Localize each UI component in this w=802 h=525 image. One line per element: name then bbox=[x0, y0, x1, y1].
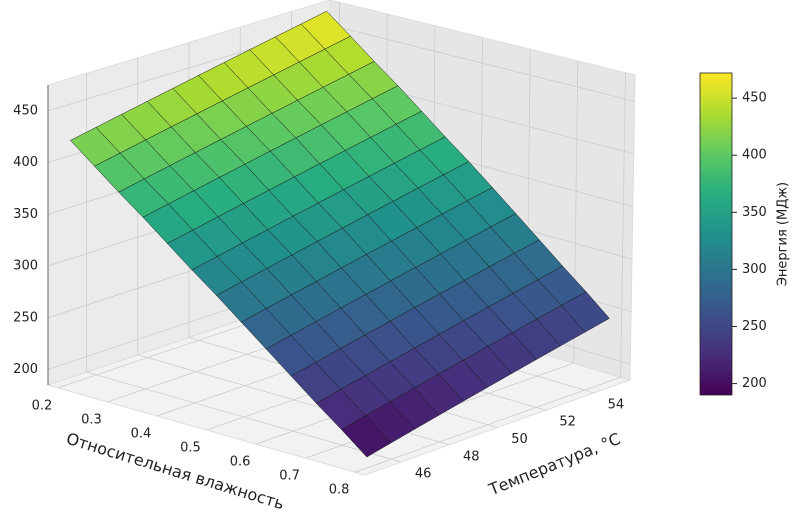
z-tick-label: 350 bbox=[13, 207, 38, 222]
z-tick-label: 300 bbox=[13, 259, 38, 274]
y-axis-label: Температура, °C bbox=[485, 429, 623, 499]
y-tick-label: 50 bbox=[511, 432, 528, 447]
z-tick-label: 250 bbox=[13, 310, 38, 325]
x-tick-label: 0.6 bbox=[230, 455, 251, 470]
colorbar-tick-label: 400 bbox=[742, 148, 767, 163]
y-tick-label: 46 bbox=[415, 467, 432, 482]
colorbar-tick-label: 200 bbox=[742, 376, 767, 391]
colorbar-tick-label: 450 bbox=[742, 91, 767, 106]
x-tick-label: 0.2 bbox=[32, 398, 53, 413]
grid-line bbox=[86, 371, 402, 463]
colorbar-tick-label: 300 bbox=[742, 262, 767, 277]
y-tick-label: 52 bbox=[559, 415, 576, 430]
y-tick-label: 48 bbox=[463, 449, 480, 464]
z-tick-label: 200 bbox=[13, 362, 38, 377]
x-tick-label: 0.7 bbox=[279, 469, 300, 484]
z-tick-label: 450 bbox=[13, 103, 38, 118]
plot-3d: 0.2 0.3 0.4 0.5 0.6 0.7 0.8 46 48 50 52 54 200 250 300… bbox=[13, 0, 636, 498]
x-tick-label: 0.5 bbox=[180, 441, 201, 456]
colorbar-label: Энергия (МДж) bbox=[776, 182, 791, 286]
colorbar bbox=[699, 72, 733, 396]
colorbar-tick-label: 250 bbox=[742, 319, 767, 334]
x-tick-label: 0.8 bbox=[329, 483, 350, 498]
grid-line bbox=[329, 24, 635, 102]
z-tick-label: 400 bbox=[13, 155, 38, 170]
grid-line bbox=[620, 72, 626, 378]
x-tick-label: 0.4 bbox=[131, 426, 152, 441]
colorbar-tick-label: 350 bbox=[742, 205, 767, 220]
y-tick-label: 54 bbox=[608, 397, 625, 412]
surface-cell bbox=[341, 415, 392, 458]
x-tick-label: 0.3 bbox=[81, 412, 102, 427]
